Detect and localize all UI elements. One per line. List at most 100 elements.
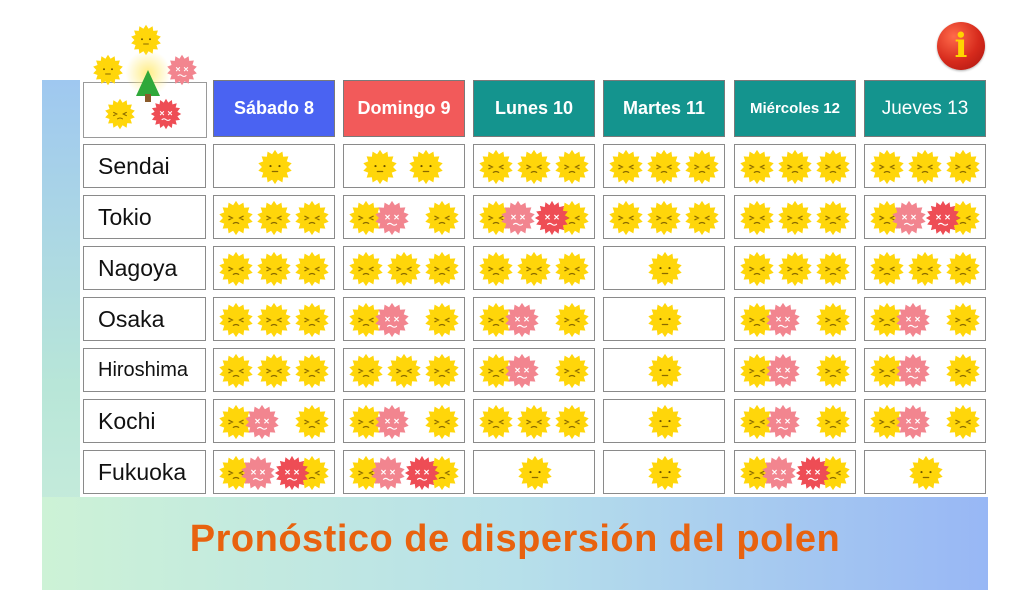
forecast-cell <box>343 399 465 443</box>
city-label: Hiroshima <box>83 348 206 392</box>
pollen-sun-icon <box>869 404 905 445</box>
pollen-sun-icon <box>218 455 254 496</box>
forecast-cell <box>343 246 465 290</box>
day-header-label: Miércoles 12 <box>749 100 841 117</box>
pollen-sun-icon <box>478 302 514 343</box>
pollen-high-icon <box>765 353 801 394</box>
pollen-sun-icon <box>294 404 330 445</box>
pollen-sun-icon <box>348 251 384 292</box>
forecast-cell <box>603 348 725 392</box>
pollen-high-icon <box>504 302 540 343</box>
pollen-sun-icon <box>739 455 775 496</box>
pollen-sun-icon <box>777 200 813 241</box>
pollen-sun-icon <box>869 149 905 190</box>
legend-box <box>83 82 207 138</box>
info-icon: i <box>954 26 968 66</box>
pollen-sun-icon <box>815 353 851 394</box>
forecast-cell <box>213 246 335 290</box>
pollen-sun-icon <box>424 200 460 241</box>
pollen-sun-icon <box>646 200 682 241</box>
pollen-sun-icon <box>478 149 514 190</box>
forecast-cell <box>343 450 465 494</box>
pollen-sun-icon <box>348 353 384 394</box>
pollen-sun-icon <box>554 353 590 394</box>
pollen-sun-icon <box>869 251 905 292</box>
pollen-sun-icon <box>684 200 720 241</box>
red-5-icon <box>150 98 182 135</box>
pollen-sun-icon <box>348 455 384 496</box>
pollen-very-high-icon <box>274 455 310 496</box>
pollen-sun-icon <box>218 302 254 343</box>
background-gradient-bottom <box>42 497 988 590</box>
forecast-cell <box>603 195 725 239</box>
sun-3-icon <box>104 98 136 135</box>
pollen-sun-icon <box>218 404 254 445</box>
pollen-sun-low-icon <box>362 149 398 190</box>
pollen-high-icon <box>765 302 801 343</box>
pollen-high-icon <box>240 455 276 496</box>
pollen-sun-icon <box>739 149 775 190</box>
forecast-cell <box>864 450 986 494</box>
pollen-sun-icon <box>815 251 851 292</box>
pollen-sun-icon <box>815 149 851 190</box>
forecast-cell <box>734 450 856 494</box>
pollen-sun-icon <box>256 251 292 292</box>
pollen-sun-icon <box>684 149 720 190</box>
info-button[interactable]: i <box>937 22 985 70</box>
pollen-high-icon <box>504 353 540 394</box>
pollen-sun-icon <box>815 200 851 241</box>
pollen-sun-icon <box>478 251 514 292</box>
pollen-very-high-icon <box>404 455 440 496</box>
forecast-cell <box>473 246 595 290</box>
city-label: Tokio <box>83 195 206 239</box>
day-header-label: Domingo 9 <box>357 98 451 118</box>
pollen-sun-icon <box>348 200 384 241</box>
pollen-sun-icon <box>945 302 981 343</box>
forecast-cell <box>864 399 986 443</box>
forecast-cell <box>473 348 595 392</box>
pollen-sun-icon <box>945 404 981 445</box>
forecast-cell <box>603 246 725 290</box>
pollen-sun-icon <box>815 404 851 445</box>
pollen-sun-low-icon <box>647 353 683 394</box>
pollen-sun-icon <box>424 353 460 394</box>
forecast-cell <box>343 297 465 341</box>
pollen-sun-icon <box>869 302 905 343</box>
pollen-sun-low-icon <box>908 455 944 496</box>
tree-icon <box>136 70 160 96</box>
red-4-icon <box>166 54 198 91</box>
pollen-sun-icon <box>516 251 552 292</box>
pollen-sun-icon <box>294 200 330 241</box>
pollen-sun-icon <box>739 404 775 445</box>
pollen-high-icon <box>374 302 410 343</box>
forecast-cell <box>213 348 335 392</box>
forecast-cell <box>734 246 856 290</box>
pollen-sun-icon <box>256 302 292 343</box>
day-header: Sábado 8 <box>213 80 335 137</box>
page-title: Pronóstico de dispersión del polen <box>189 518 841 560</box>
forecast-cell <box>213 144 335 188</box>
forecast-cell <box>343 144 465 188</box>
forecast-cell <box>213 297 335 341</box>
pollen-sun-icon <box>348 302 384 343</box>
pollen-high-icon <box>374 404 410 445</box>
forecast-cell <box>864 348 986 392</box>
pollen-high-icon <box>500 200 536 241</box>
pollen-sun-icon <box>294 353 330 394</box>
pollen-sun-icon <box>554 251 590 292</box>
day-header: Lunes 10 <box>473 80 595 137</box>
pollen-sun-icon <box>516 404 552 445</box>
forecast-cell <box>864 246 986 290</box>
pollen-very-high-icon <box>534 200 570 241</box>
pollen-sun-icon <box>815 302 851 343</box>
pollen-sun-icon <box>739 251 775 292</box>
pollen-sun-icon <box>218 251 254 292</box>
day-header-label: Martes 11 <box>622 98 706 118</box>
forecast-cell <box>603 450 725 494</box>
day-header-label: Sábado 8 <box>233 98 315 118</box>
city-label: Sendai <box>83 144 206 188</box>
pollen-sun-icon <box>256 200 292 241</box>
forecast-cell <box>473 297 595 341</box>
forecast-cell <box>734 348 856 392</box>
pollen-sun-icon <box>945 353 981 394</box>
